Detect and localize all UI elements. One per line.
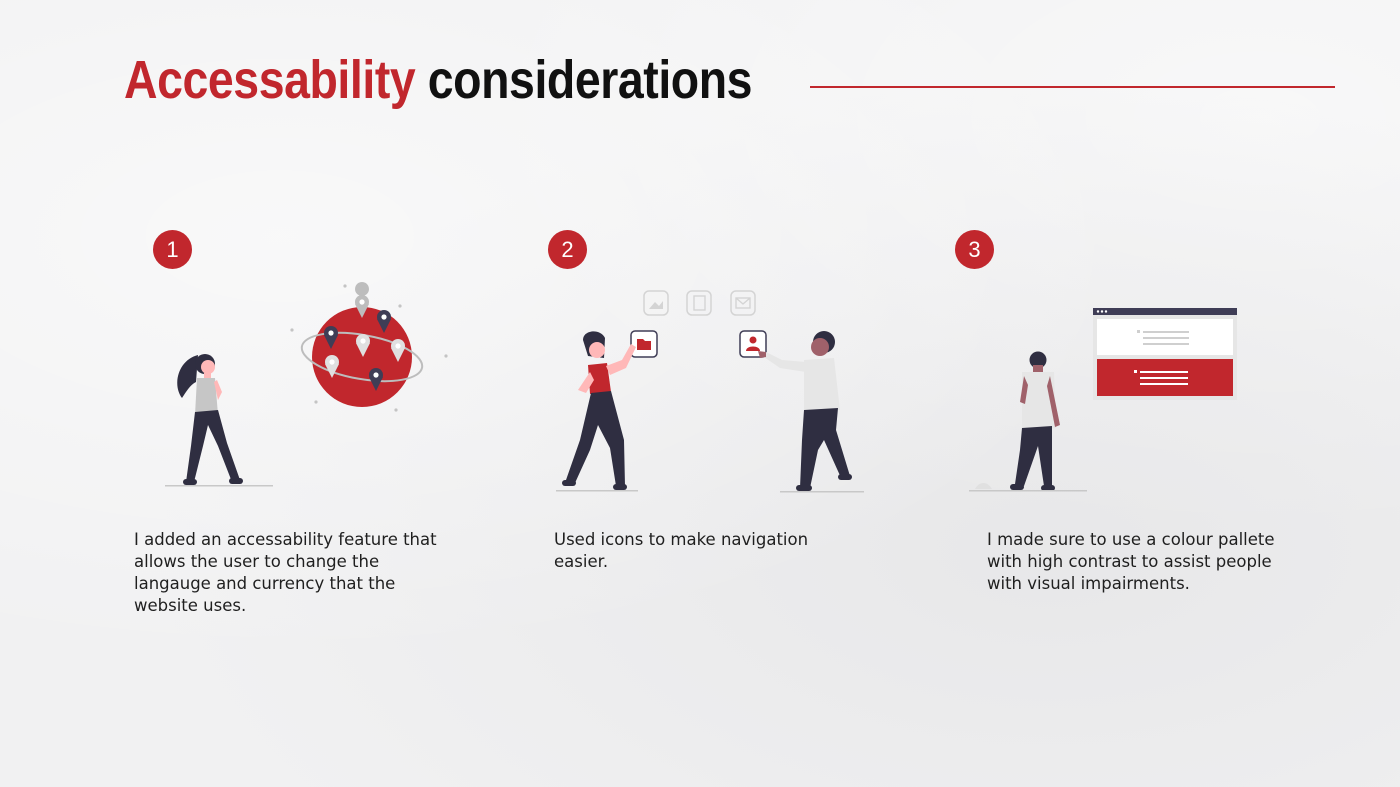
man-figure [969, 351, 1087, 492]
step-1-badge: 1 [153, 230, 192, 269]
slide-title: Accessability considerations [124, 40, 752, 120]
woman-figure [165, 354, 273, 487]
step-3-badge: 3 [955, 230, 994, 269]
title-rest: considerations [427, 50, 753, 110]
title-divider [810, 86, 1335, 88]
globe [290, 284, 448, 412]
step-2-text: Used icons to make navigation easier. [554, 530, 809, 571]
floating-icons [643, 290, 756, 316]
folder-icon [630, 330, 658, 358]
step-1-text: I added an accessability feature that al… [134, 530, 437, 615]
webpage-man-illustration [969, 308, 1237, 492]
user-icon [739, 330, 767, 358]
globe-woman-illustration [165, 282, 448, 487]
man-figure [758, 331, 864, 493]
step-3-text: I made sure to use a colour pallete with… [987, 530, 1275, 593]
icons-people-illustration [556, 290, 864, 493]
step-2-badge: 2 [548, 230, 587, 269]
webpage-mockup [1093, 308, 1237, 400]
woman-figure [556, 331, 638, 492]
title-highlight: Accessability [124, 50, 416, 110]
map-pins [324, 282, 405, 391]
